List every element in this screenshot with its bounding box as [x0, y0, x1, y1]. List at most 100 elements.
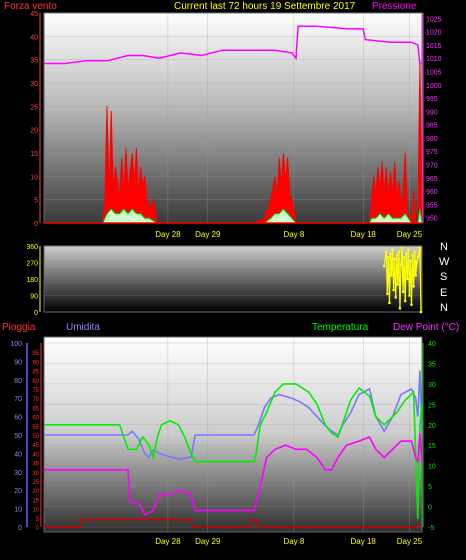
compass-e: E — [440, 287, 447, 299]
pressure-tick-label: 1000 — [426, 83, 442, 90]
direction-point — [415, 261, 419, 264]
rain-tick-label: 80 — [14, 378, 22, 385]
direction-tick-label: 180 — [26, 277, 38, 284]
direction-point — [391, 248, 394, 251]
direction-point — [408, 294, 411, 297]
direction-point — [390, 274, 393, 277]
rain-axis-title: Pioggia — [2, 322, 36, 333]
humidity-tick-label: 95 — [32, 351, 39, 357]
pressure-line — [44, 25, 422, 65]
direction-point — [418, 246, 422, 250]
humidity-tick-label: 15 — [32, 498, 39, 504]
pressure-tick-label: 1025 — [426, 16, 442, 23]
direction-point — [412, 285, 415, 288]
direction-point — [393, 257, 397, 261]
dewpoint-axis-title: Dew Point (°C) — [393, 322, 459, 333]
humidity-tick-label: 30 — [32, 471, 39, 477]
direction-point — [385, 250, 388, 253]
wind-tick-label: 35 — [30, 58, 38, 65]
pressure-tick-label: 965 — [426, 176, 438, 183]
direction-tick-label: 270 — [26, 261, 38, 268]
pressure-axis-title: Pressione — [372, 1, 417, 12]
humidity-tick-label: 45 — [32, 443, 39, 449]
rain-tick-label: 40 — [14, 451, 22, 458]
humidity-tick-label: 35 — [32, 462, 39, 468]
pressure-tick-label: 960 — [426, 189, 438, 196]
direction-point — [413, 250, 416, 253]
top-x-tick-label: Day 29 — [195, 230, 221, 239]
direction-point — [406, 277, 409, 281]
wind-tick-label: 0 — [34, 221, 38, 228]
direction-segment — [399, 264, 402, 309]
humidity-tick-label: 70 — [32, 397, 39, 403]
humidity-tick-label: 85 — [32, 370, 39, 376]
direction-point — [407, 248, 410, 251]
temp-tick-label: 5 — [428, 484, 432, 491]
direction-point — [409, 259, 412, 262]
pressure-tick-label: 975 — [426, 149, 438, 156]
direction-point — [382, 264, 386, 268]
compass-labels: N W S E N — [439, 241, 450, 314]
direction-point — [410, 303, 413, 306]
direction-point — [392, 288, 395, 292]
rain-tick-label: 90 — [14, 359, 22, 366]
pressure-tick-label: 990 — [426, 109, 438, 116]
bottom-x-tick-label: Day 25 — [397, 537, 423, 546]
direction-point — [403, 299, 407, 303]
wind-gust-area — [44, 59, 423, 224]
direction-point — [414, 274, 418, 277]
wind-tick-label: 25 — [30, 104, 38, 111]
temp-tick-label: 25 — [428, 402, 436, 409]
compass-w: W — [439, 256, 450, 268]
temperature-axis-title: Temperatura — [312, 322, 369, 333]
rain-tick-label: 10 — [14, 507, 22, 514]
humidity-tick-label: 5 — [36, 517, 40, 523]
top-x-tick-label: Day 25 — [397, 230, 423, 239]
temp-tick-label: 0 — [428, 505, 432, 512]
humidity-tick-label: 90 — [32, 360, 39, 366]
humidity-tick-label: 80 — [32, 379, 39, 385]
rain-tick-label: 70 — [14, 396, 22, 403]
temp-tick-label: 20 — [428, 423, 436, 430]
direction-point — [400, 246, 404, 250]
chart-header-title: Current last 72 hours 19 Settembre 2017 — [174, 1, 356, 12]
temp-tick-label: -5 — [428, 525, 434, 532]
pioggia-line — [44, 518, 422, 528]
temp-tick-label: 15 — [428, 443, 436, 450]
wind-tick-label: 45 — [30, 11, 38, 18]
wind-tick-label: 40 — [30, 34, 38, 41]
pressure-tick-label: 1005 — [426, 69, 442, 76]
rain-tick-label: 100 — [10, 341, 22, 348]
humidity-tick-label: 55 — [32, 425, 39, 431]
wind-mean-area — [44, 208, 423, 224]
humidity-axis-title: Umidita — [66, 322, 100, 333]
top-x-tick-label: Day 28 — [155, 230, 181, 239]
direction-point — [419, 310, 423, 314]
pressure-tick-label: 1010 — [426, 56, 442, 63]
top-x-tick-label: Day 8 — [283, 230, 304, 239]
pressure-tick-label: 970 — [426, 163, 438, 170]
humidity-tick-label: 65 — [32, 406, 39, 412]
humidity-tick-label: 50 — [32, 434, 39, 440]
wind-tick-label: 30 — [30, 81, 38, 88]
direction-point — [397, 250, 401, 253]
rain-tick-label: 50 — [14, 433, 22, 440]
humidity-tick-label: 10 — [32, 508, 39, 514]
wind-tick-label: 20 — [30, 128, 38, 135]
temp-tick-label: 35 — [428, 361, 436, 368]
direction-tick-label: 360 — [26, 244, 38, 251]
top-x-tick-label: Day 18 — [351, 230, 377, 239]
rain-tick-label: 60 — [14, 415, 22, 422]
direction-point — [396, 283, 400, 286]
bottom-x-tick-label: Day 29 — [195, 537, 221, 546]
temp-tick-label: 10 — [428, 464, 436, 471]
humidity-tick-label: 20 — [32, 489, 39, 495]
direction-tick-label: 90 — [30, 294, 38, 301]
wind-tick-label: 5 — [34, 198, 38, 205]
direction-point — [402, 255, 406, 259]
direction-point — [404, 252, 408, 255]
direction-point — [389, 252, 392, 255]
humidity-tick-label: 40 — [32, 452, 39, 458]
